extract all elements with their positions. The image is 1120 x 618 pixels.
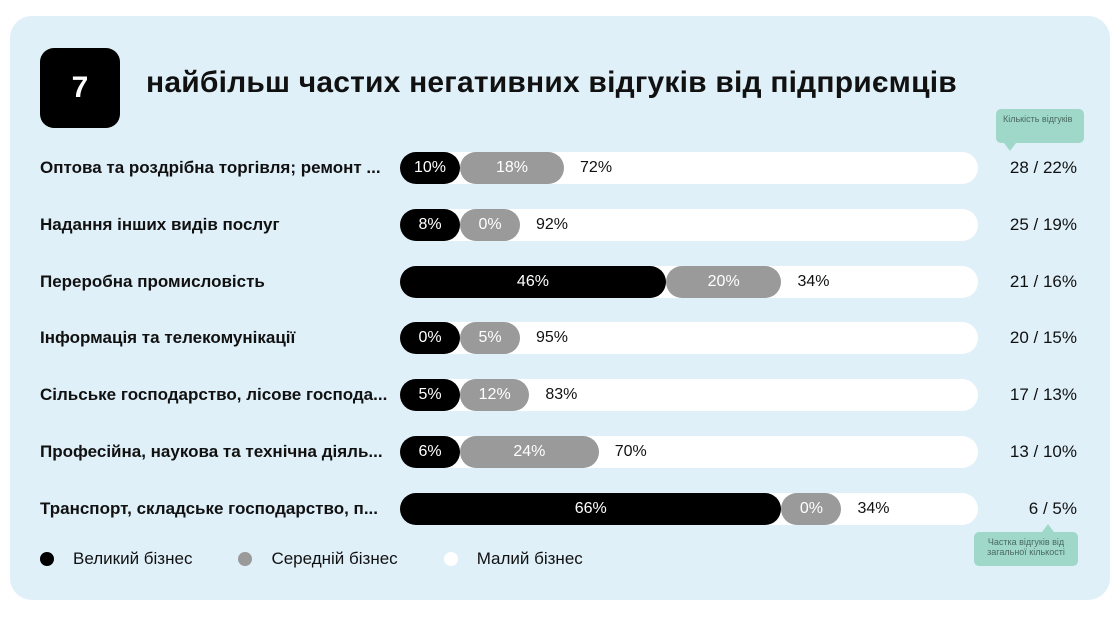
- bar-segment-large: 46%: [400, 265, 666, 298]
- bar-track: 6% 24% 70%: [400, 436, 978, 468]
- count-label: 21 / 16%: [1009, 271, 1077, 291]
- rank-number: 7: [71, 71, 89, 104]
- bar-track: 10% 18% 72%: [400, 152, 978, 184]
- legend-dot-medium: [238, 552, 253, 566]
- share-tooltip: Частка відгуків від загальної кількості: [974, 524, 1078, 566]
- count-tooltip-text: Кількість відгуків: [1003, 114, 1073, 124]
- bar-track: 66% 0% 34%: [400, 492, 978, 525]
- count-label: 6 / 5%: [1028, 498, 1077, 518]
- category-label: Транспорт, складське господарство, п...: [40, 498, 378, 518]
- bar-track: 46% 20% 34%: [400, 265, 978, 298]
- bar-segment-small: 34%: [857, 499, 890, 517]
- category-label: Надання інших видів послуг: [40, 214, 280, 234]
- legend-item-medium: Середній бізнес: [238, 549, 398, 569]
- bar-segment-small: 72%: [580, 159, 613, 176]
- bar-segment-large: 5%: [400, 379, 460, 412]
- count-label: 20 / 15%: [1009, 328, 1077, 348]
- legend-dot-small: [443, 552, 458, 566]
- bar-segment-small: 92%: [536, 215, 569, 233]
- chart-title: найбільш частих негативних відгуків від …: [146, 66, 957, 99]
- bar-track: 8% 0% 92%: [400, 208, 978, 241]
- bar-segment-small: 34%: [797, 272, 830, 290]
- bar-track: 0% 5% 95%: [400, 322, 978, 355]
- count-label: 17 / 13%: [1009, 385, 1077, 405]
- bar-segment-small: 83%: [545, 386, 578, 404]
- bar-segment-large: 10%: [400, 152, 460, 184]
- count-tooltip-arrow: [1004, 143, 1016, 151]
- legend-dot-large: [40, 552, 54, 566]
- bar-segment-small: 95%: [536, 329, 569, 347]
- count-label: 13 / 10%: [1009, 442, 1077, 461]
- bar-segment-medium: 0%: [781, 492, 842, 525]
- count-label: 28 / 22%: [1009, 158, 1077, 177]
- count-tooltip: Кількість відгуків: [996, 109, 1084, 151]
- bar-segment-large: 6%: [400, 436, 460, 468]
- category-label: Професійна, наукова та технічна діяль...: [40, 442, 383, 461]
- category-label: Оптова та роздрібна торгівля; ремонт ...: [40, 158, 381, 177]
- bar-segment-medium: 12%: [460, 379, 530, 412]
- share-tooltip-arrow: [1042, 524, 1054, 532]
- bar-segment-medium: 24%: [460, 436, 599, 468]
- share-tooltip-text: Частка відгуків від загальної кількості: [987, 537, 1065, 557]
- rank-badge: 7: [40, 48, 120, 128]
- bar-segment-medium: 18%: [460, 152, 565, 184]
- legend-label-small: Малий бізнес: [476, 549, 583, 568]
- bar-segment-large: 66%: [400, 492, 782, 525]
- legend: Великий бізнес Середній бізнес Малий біз…: [40, 549, 629, 569]
- bar-segment-large: 8%: [400, 208, 460, 241]
- bar-segment-medium: 0%: [460, 208, 520, 241]
- category-label: Інформація та телекомунікації: [40, 328, 296, 348]
- bar-segment-medium: 20%: [665, 265, 782, 298]
- legend-label-medium: Середній бізнес: [271, 549, 398, 568]
- bar-segment-small: 70%: [614, 443, 647, 460]
- legend-item-large: Великий бізнес: [40, 549, 192, 569]
- count-label: 25 / 19%: [1009, 214, 1077, 234]
- legend-label-large: Великий бізнес: [73, 549, 193, 568]
- legend-item-small: Малий бізнес: [443, 549, 583, 569]
- category-label: Переробна промисловість: [40, 271, 265, 291]
- bar-segment-medium: 5%: [460, 322, 520, 355]
- bar-segment-large: 0%: [400, 322, 460, 355]
- category-label: Сільське господарство, лісове господа...: [40, 385, 388, 405]
- bar-track: 5% 12% 83%: [400, 379, 978, 412]
